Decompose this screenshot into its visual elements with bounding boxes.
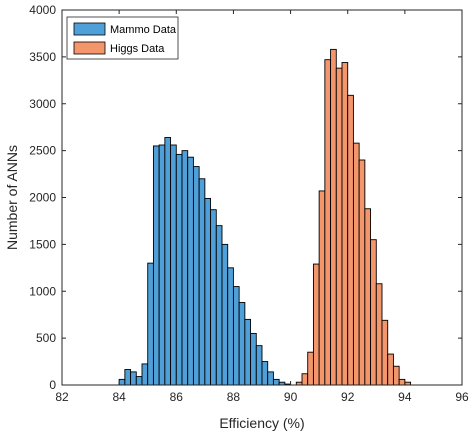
x-tick-label: 82 [55, 390, 69, 404]
higgs-bar [398, 378, 406, 386]
mammo-bar [192, 166, 200, 386]
higgs-bar [381, 319, 389, 386]
mammo-bar [232, 286, 240, 386]
mammo-bar [221, 243, 229, 386]
higgs-bar [387, 353, 394, 386]
higgs-bar [324, 59, 332, 386]
legend: Mammo Data Higgs Data [66, 16, 179, 60]
mammo-bar [175, 153, 183, 386]
higgs-bar [347, 94, 354, 386]
higgs-bar [301, 373, 309, 386]
mammo-bar [158, 144, 166, 386]
x-tick-label: 96 [455, 390, 469, 404]
higgs-bar [392, 365, 400, 386]
legend-label-higgs: Higgs Data [110, 43, 165, 55]
y-tick-label: 4000 [29, 3, 56, 17]
higgs-bar [364, 208, 372, 386]
y-tick-label: 0 [49, 378, 56, 392]
mammo-bar [198, 178, 206, 386]
y-tick-label: 1500 [29, 237, 56, 251]
mammo-bar [238, 302, 246, 386]
mammo-bar [130, 371, 137, 386]
higgs-bar [352, 142, 360, 386]
higgs-bar [370, 239, 377, 386]
mammo-bar [164, 137, 172, 386]
mammo-bar [261, 361, 269, 386]
mammo-bar [215, 225, 223, 386]
y-tick-label: 500 [36, 331, 56, 345]
mammo-bar [210, 209, 217, 386]
higgs-bar [375, 283, 383, 386]
mammo-bar [135, 376, 143, 386]
mammo-bar [118, 378, 126, 386]
mammo-bar [204, 197, 212, 386]
legend-label-mammo: Mammo Data [110, 24, 177, 36]
x-tick-label: 84 [112, 390, 126, 404]
y-tick-label: 3500 [29, 50, 56, 64]
x-tick-label: 90 [284, 390, 298, 404]
x-tick-label: 92 [341, 390, 355, 404]
mammo-bar [255, 345, 263, 386]
mammo-bar [250, 332, 257, 386]
plot-area [62, 10, 462, 385]
x-tick-label: 86 [170, 390, 184, 404]
mammo-bar [147, 262, 154, 386]
x-axis-label: Efficiency (%) [219, 415, 304, 431]
mammo-bar [124, 369, 132, 386]
y-tick-label: 2000 [29, 191, 56, 205]
mammo-bar [272, 378, 280, 386]
higgs-bar [358, 159, 366, 386]
x-tick-label: 88 [227, 390, 241, 404]
higgs-bar [312, 263, 320, 386]
higgs-bar [330, 48, 337, 386]
bars-layer [118, 48, 412, 386]
mammo-bar [181, 150, 189, 386]
y-tick-label: 3000 [29, 97, 56, 111]
mammo-bar [152, 145, 160, 386]
legend-swatch-higgs [73, 41, 106, 55]
mammo-bar [170, 144, 177, 386]
mammo-bar [227, 267, 234, 386]
y-axis-label: Number of ANNs [4, 145, 20, 250]
y-tick-label: 2500 [29, 144, 56, 158]
mammo-bar [244, 318, 252, 386]
higgs-bar [341, 62, 349, 386]
higgs-bar [318, 190, 326, 386]
higgs-bar [307, 351, 314, 386]
mammo-bar [267, 371, 274, 386]
y-tick-label: 1000 [29, 284, 56, 298]
mammo-bar [141, 363, 149, 386]
higgs-bar [335, 67, 343, 386]
ticks-layer: 82 84 86 88 90 92 94 96 0 500 1000 1500 2000 2500 3000… [29, 3, 469, 404]
legend-swatch-mammo [73, 22, 106, 36]
x-tick-label: 94 [398, 390, 412, 404]
mammo-bar [187, 156, 194, 386]
